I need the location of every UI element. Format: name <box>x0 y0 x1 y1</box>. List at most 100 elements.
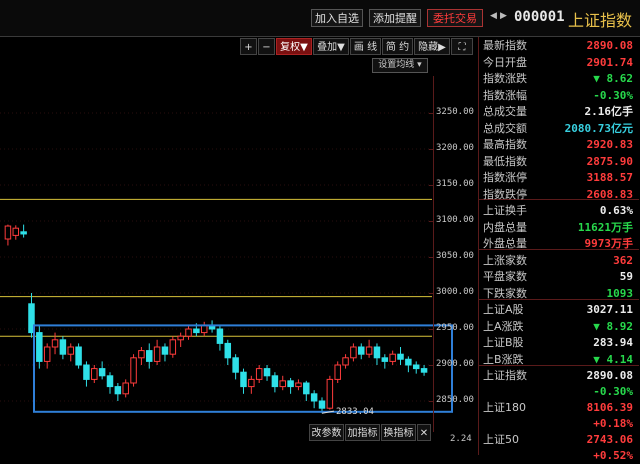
candle-body <box>350 346 357 359</box>
low-annotation: 2833.04 <box>336 407 374 417</box>
candle-body <box>334 364 341 380</box>
fuquan-button[interactable]: 复权▼ <box>276 38 312 55</box>
index-compare-row[interactable]: 上证指数 2890.08 <box>479 368 639 384</box>
quote-value: ▼ 4.14 <box>593 352 633 366</box>
zoom-in-button[interactable]: + <box>240 38 257 55</box>
quote-label: 上证换手 <box>483 204 527 217</box>
quote-value: 2901.74 <box>586 55 633 69</box>
candle-body <box>310 393 318 402</box>
candle-body <box>271 375 279 388</box>
quote-row: 上证换手 0.63% <box>479 203 639 219</box>
stock-name: 上证指数 <box>568 11 633 30</box>
add-watchlist-button[interactable]: 加入自选 <box>311 9 363 27</box>
candle-body <box>358 346 365 355</box>
divider <box>479 199 639 200</box>
swap-indicator-button[interactable]: 换指标 <box>381 424 416 441</box>
quote-row: 总成交额 2080.73亿元 <box>479 121 639 137</box>
candle-body <box>106 375 114 388</box>
quote-value: 11621万手 <box>577 220 633 234</box>
close-indicator-icon[interactable]: ✕ <box>417 424 431 441</box>
quote-value: 2920.83 <box>586 138 633 151</box>
candle-body <box>75 346 82 366</box>
quote-value: 2.16亿手 <box>584 105 634 118</box>
prev-stock-icon[interactable]: ◀ <box>490 11 497 21</box>
quote-value: 1093 <box>606 286 634 300</box>
price-axis-label: 3100.00 <box>436 215 474 225</box>
index-pct-row: +0.18% <box>479 416 639 432</box>
candle-body <box>279 380 286 388</box>
next-stock-icon[interactable]: ▶ <box>500 11 507 21</box>
candle-body <box>28 303 35 334</box>
quote-label: 最高指数 <box>483 138 527 151</box>
index-value: 8106.39 <box>586 401 633 414</box>
candle-body <box>153 346 161 362</box>
quote-value: 2890.08 <box>586 39 633 52</box>
quote-label: 指数涨跌 <box>483 72 527 85</box>
index-pct: +0.18% <box>593 417 633 430</box>
candle-body <box>51 339 59 348</box>
quote-row: 上证B股 283.94 <box>479 335 639 351</box>
quote-label: 上A涨跌 <box>483 319 524 333</box>
quote-row: 今日开盘 2901.74 <box>479 55 639 71</box>
hide-button[interactable]: 隐藏▶ <box>414 38 450 55</box>
index-compare-row[interactable]: 上证180 8106.39 <box>479 400 639 416</box>
candle-body <box>240 371 247 388</box>
quote-value: 2608.83 <box>586 187 633 201</box>
price-axis-line <box>433 76 434 432</box>
quote-row: 最新指数 2890.08 <box>479 38 639 54</box>
kline-chart[interactable]: 2833.04 <box>0 37 476 455</box>
quote-value: 9973万手 <box>584 237 634 250</box>
candle-body <box>20 231 27 235</box>
axis-tick <box>429 365 433 366</box>
quote-label: 上证B股 <box>483 336 524 349</box>
change-params-button[interactable]: 改参数 <box>309 424 344 441</box>
quote-value: 3188.57 <box>586 171 633 184</box>
quote-label: 下跌家数 <box>483 286 527 300</box>
quote-row: 指数跌停 2608.83 <box>479 187 639 203</box>
price-axis-label: 2850.00 <box>436 395 474 405</box>
fullscreen-icon[interactable]: ⛶ <box>451 38 473 55</box>
candle-body <box>216 328 224 344</box>
axis-tick <box>429 185 433 186</box>
quote-label: 平盘家数 <box>483 270 527 283</box>
zoom-out-button[interactable]: − <box>258 38 275 55</box>
indicator-buttons: 改参数 加指标 换指标 ✕ <box>309 424 434 441</box>
candle-body <box>59 339 67 355</box>
diejia-button[interactable]: 叠加▼ <box>313 38 349 55</box>
price-axis-label: 3150.00 <box>436 179 474 189</box>
quote-label: 指数涨停 <box>483 171 527 184</box>
quote-value: 59 <box>619 270 633 283</box>
add-alert-button[interactable]: 添加提醒 <box>369 9 421 27</box>
candle-body <box>263 368 271 377</box>
volume-axis-label: 2.24 <box>450 434 472 444</box>
quote-label: 总成交额 <box>483 121 527 135</box>
index-compare-row[interactable]: 上证50 2743.06 <box>479 432 639 448</box>
price-axis-label: 3050.00 <box>436 251 474 261</box>
axis-tick <box>429 149 433 150</box>
quote-value: ▼ 8.92 <box>593 319 633 333</box>
quote-label: 上B涨跌 <box>483 352 524 366</box>
candle-body <box>224 342 232 359</box>
candle-body <box>200 324 208 334</box>
quote-value: 2080.73亿元 <box>564 121 633 135</box>
candle-body <box>4 225 12 240</box>
quote-value: ▼ 8.62 <box>593 72 633 85</box>
quote-row: 最高指数 2920.83 <box>479 137 639 153</box>
quote-value: 0.63% <box>599 204 633 217</box>
quote-label: 指数跌停 <box>483 187 527 201</box>
candle-body <box>295 382 302 388</box>
quote-label: 今日开盘 <box>483 55 527 69</box>
candle-body <box>342 357 349 366</box>
axis-tick <box>429 401 433 402</box>
candlestick-plot[interactable]: 2833.04 <box>0 37 476 455</box>
set-ma-button[interactable]: 设置均线 ▾ <box>372 58 428 73</box>
quote-row: 下跌家数 1093 <box>479 286 639 302</box>
order-button[interactable]: 委托交易 <box>427 9 483 27</box>
draw-line-button[interactable]: 画 线 <box>350 38 381 55</box>
candle-body <box>248 378 255 388</box>
quote-value: 2875.90 <box>586 154 633 168</box>
candle-body <box>161 346 169 355</box>
simple-mode-button[interactable]: 简 约 <box>382 38 413 55</box>
add-indicator-button[interactable]: 加指标 <box>345 424 380 441</box>
highlight-box <box>33 324 453 413</box>
